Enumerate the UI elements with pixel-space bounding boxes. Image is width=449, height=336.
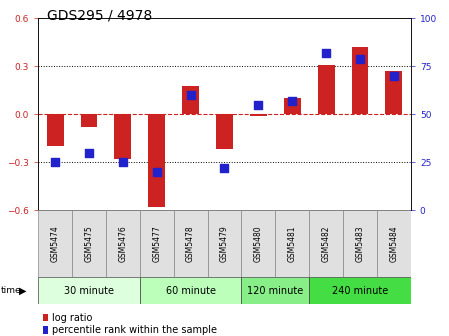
Bar [385, 71, 402, 114]
Text: 120 minute: 120 minute [247, 286, 304, 296]
Bar [318, 65, 335, 114]
Point [187, 92, 194, 98]
FancyBboxPatch shape [309, 277, 411, 304]
Bar [80, 114, 97, 127]
FancyBboxPatch shape [140, 277, 242, 304]
Text: 240 minute: 240 minute [332, 286, 388, 296]
Text: time: time [1, 286, 22, 295]
Text: GSM5483: GSM5483 [356, 225, 365, 262]
Point [390, 73, 397, 79]
FancyBboxPatch shape [38, 277, 140, 304]
Text: GSM5479: GSM5479 [220, 225, 229, 262]
Point [85, 150, 92, 155]
Text: GSM5480: GSM5480 [254, 225, 263, 262]
Text: percentile rank within the sample: percentile rank within the sample [52, 325, 217, 335]
Point [357, 56, 364, 61]
FancyBboxPatch shape [38, 210, 72, 277]
FancyBboxPatch shape [309, 210, 343, 277]
Point [153, 169, 160, 174]
Bar [182, 86, 199, 114]
Bar [47, 114, 64, 146]
Bar [148, 114, 165, 207]
Point [52, 160, 59, 165]
Bar [216, 114, 233, 149]
Text: log ratio: log ratio [52, 312, 92, 323]
Text: GSM5477: GSM5477 [152, 225, 161, 262]
FancyBboxPatch shape [174, 210, 207, 277]
Text: 30 minute: 30 minute [64, 286, 114, 296]
FancyBboxPatch shape [377, 210, 411, 277]
Text: GSM5476: GSM5476 [119, 225, 128, 262]
Text: GSM5478: GSM5478 [186, 225, 195, 262]
FancyBboxPatch shape [106, 210, 140, 277]
Text: 60 minute: 60 minute [166, 286, 216, 296]
Bar [114, 114, 131, 159]
FancyBboxPatch shape [72, 210, 106, 277]
FancyBboxPatch shape [242, 277, 309, 304]
Point [322, 50, 330, 56]
Point [255, 102, 262, 108]
Text: ▶: ▶ [19, 286, 26, 296]
Text: GSM5481: GSM5481 [288, 225, 297, 262]
FancyBboxPatch shape [207, 210, 242, 277]
Point [221, 165, 228, 171]
Bar [284, 98, 301, 114]
Point [119, 160, 127, 165]
FancyBboxPatch shape [140, 210, 174, 277]
Text: GDS295 / 4978: GDS295 / 4978 [47, 8, 152, 23]
Text: GSM5482: GSM5482 [321, 225, 330, 262]
FancyBboxPatch shape [275, 210, 309, 277]
FancyBboxPatch shape [343, 210, 377, 277]
Text: GSM5484: GSM5484 [389, 225, 398, 262]
FancyBboxPatch shape [242, 210, 275, 277]
Bar [352, 47, 369, 114]
Text: GSM5474: GSM5474 [51, 225, 60, 262]
Bar [250, 114, 267, 116]
Text: GSM5475: GSM5475 [84, 225, 93, 262]
Point [289, 98, 296, 103]
